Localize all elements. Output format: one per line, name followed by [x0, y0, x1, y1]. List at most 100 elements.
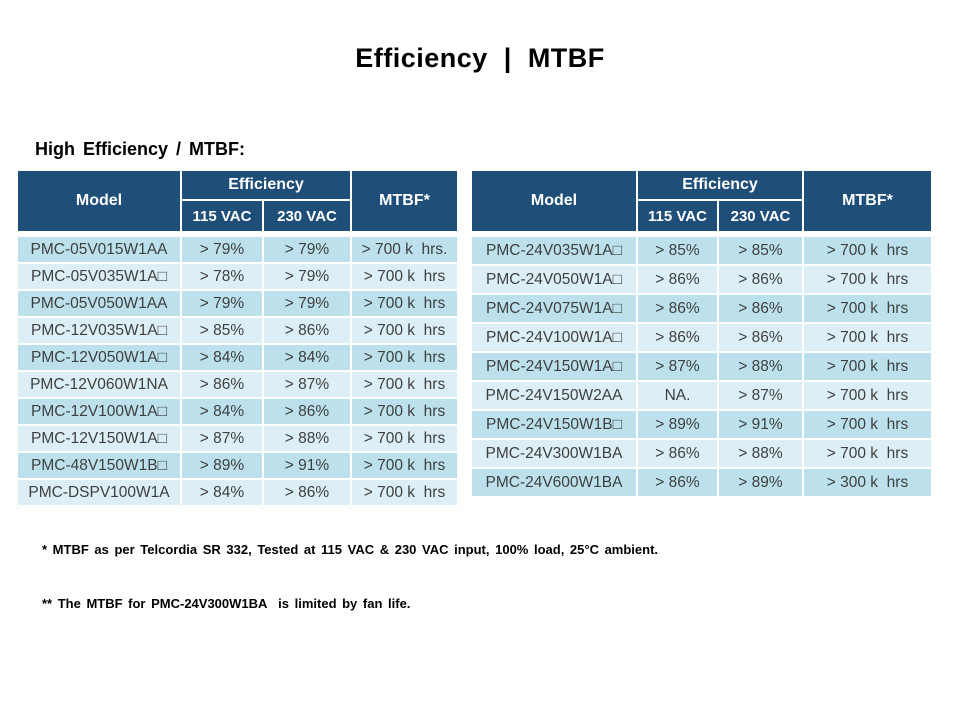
eff-115-cell: > 78%: [182, 264, 262, 289]
model-cell: PMC-12V100W1A□: [18, 399, 180, 424]
table-row: PMC-05V015W1AA > 79% > 79% > 700 k hrs.: [18, 237, 457, 262]
header-row: 115 VAC 230 VAC: [472, 201, 931, 235]
eff-230-cell: > 79%: [264, 264, 350, 289]
mtbf-cell: > 700 k hrs: [804, 382, 931, 409]
eff-230-cell: > 89%: [719, 469, 802, 496]
header-row: Model Efficiency MTBF*: [18, 171, 457, 235]
mtbf-cell: > 700 k hrs: [804, 295, 931, 322]
model-cell: PMC-24V100W1A□: [472, 324, 636, 351]
table-row: PMC-12V150W1A□ > 87% > 88% > 700 k hrs: [18, 426, 457, 451]
model-cell: PMC-12V050W1A□: [18, 345, 180, 370]
model-cell: PMC-DSPV100W1A: [18, 480, 180, 505]
230vac-header: 230 VAC: [264, 201, 350, 235]
header-row: 115 VAC 230 VAC: [18, 201, 457, 235]
model-cell: PMC-24V050W1A□: [472, 266, 636, 293]
eff-115-cell: > 84%: [182, 399, 262, 424]
mtbf-cell: > 700 k hrs: [352, 372, 457, 397]
eff-115-cell: > 89%: [638, 411, 717, 438]
eff-115-cell: > 85%: [182, 318, 262, 343]
model-cell: PMC-24V075W1A□: [472, 295, 636, 322]
eff-115-cell: > 85%: [638, 237, 717, 264]
eff-115-cell: > 86%: [638, 324, 717, 351]
eff-230-cell: > 91%: [264, 453, 350, 478]
efficiency-header: Efficiency: [638, 171, 802, 199]
table-row: PMC-24V150W2AA NA. > 87% > 700 k hrs: [472, 382, 931, 409]
eff-115-cell: NA.: [638, 382, 717, 409]
230vac-header: 230 VAC: [719, 201, 802, 235]
mtbf-cell: > 700 k hrs: [804, 324, 931, 351]
mtbf-cell: > 700 k hrs: [804, 411, 931, 438]
eff-230-cell: > 91%: [719, 411, 802, 438]
mtbf-cell: > 700 k hrs: [352, 291, 457, 316]
table-row: PMC-24V050W1A□ > 86% > 86% > 700 k hrs: [472, 266, 931, 293]
model-cell: PMC-12V060W1NA: [18, 372, 180, 397]
footnote-line: ** The MTBF for PMC-24V300W1BA is limite…: [42, 596, 411, 611]
mtbf-cell: > 700 k hrs: [804, 440, 931, 467]
model-cell: PMC-48V150W1B□: [18, 453, 180, 478]
eff-230-cell: > 88%: [719, 440, 802, 467]
model-cell: PMC-24V150W1A□: [472, 353, 636, 380]
table-row: PMC-12V035W1A□ > 85% > 86% > 700 k hrs: [18, 318, 457, 343]
eff-115-cell: > 84%: [182, 480, 262, 505]
model-cell: PMC-12V035W1A□: [18, 318, 180, 343]
115vac-header: 115 VAC: [182, 201, 262, 235]
table-row: PMC-24V150W1A□ > 87% > 88% > 700 k hrs: [472, 353, 931, 380]
eff-115-cell: > 84%: [182, 345, 262, 370]
mtbf-cell: > 300 k hrs: [804, 469, 931, 496]
eff-230-cell: > 86%: [719, 266, 802, 293]
eff-230-cell: > 86%: [719, 324, 802, 351]
mtbf-header: MTBF*: [352, 171, 457, 235]
mtbf-cell: > 700 k hrs: [804, 266, 931, 293]
eff-230-cell: > 87%: [719, 382, 802, 409]
mtbf-cell: > 700 k hrs: [352, 453, 457, 478]
table-row: PMC-24V100W1A□ > 86% > 86% > 700 k hrs: [472, 324, 931, 351]
model-cell: PMC-24V035W1A□: [472, 237, 636, 264]
table-row: PMC-24V150W1B□ > 89% > 91% > 700 k hrs: [472, 411, 931, 438]
eff-230-cell: > 86%: [264, 399, 350, 424]
eff-115-cell: > 79%: [182, 291, 262, 316]
model-header: Model: [18, 171, 180, 235]
table-row: PMC-24V035W1A□ > 85% > 85% > 700 k hrs: [472, 237, 931, 264]
eff-115-cell: > 87%: [182, 426, 262, 451]
model-cell: PMC-12V150W1A□: [18, 426, 180, 451]
mtbf-cell: > 700 k hrs.: [352, 237, 457, 262]
eff-115-cell: > 87%: [638, 353, 717, 380]
115vac-header: 115 VAC: [638, 201, 717, 235]
eff-230-cell: > 88%: [264, 426, 350, 451]
table-row: PMC-12V050W1A□ > 84% > 84% > 700 k hrs: [18, 345, 457, 370]
eff-230-cell: > 79%: [264, 291, 350, 316]
right-efficiency-table: Model Efficiency MTBF* 115 VAC 230 VAC P…: [470, 169, 933, 498]
eff-230-cell: > 86%: [264, 480, 350, 505]
table-row: PMC-12V100W1A□ > 84% > 86% > 700 k hrs: [18, 399, 457, 424]
header-row: Model Efficiency MTBF*: [472, 171, 931, 235]
table-row: PMC-12V060W1NA > 86% > 87% > 700 k hrs: [18, 372, 457, 397]
footnotes: * MTBF as per Telcordia SR 332, Tested a…: [42, 505, 658, 649]
table-row: PMC-24V300W1BA > 86% > 88% > 700 k hrs: [472, 440, 931, 467]
eff-115-cell: > 86%: [638, 295, 717, 322]
eff-230-cell: > 85%: [719, 237, 802, 264]
efficiency-header: Efficiency: [182, 171, 350, 199]
page-title: Efficiency | MTBF: [355, 43, 605, 73]
model-cell: PMC-24V600W1BA: [472, 469, 636, 496]
table-row: PMC-DSPV100W1A > 84% > 86% > 700 k hrs: [18, 480, 457, 505]
mtbf-cell: > 700 k hrs: [352, 264, 457, 289]
eff-115-cell: > 86%: [638, 469, 717, 496]
footnote-line: * MTBF as per Telcordia SR 332, Tested a…: [42, 542, 659, 557]
mtbf-cell: > 700 k hrs: [804, 353, 931, 380]
mtbf-cell: > 700 k hrs: [352, 318, 457, 343]
model-header: Model: [472, 171, 636, 235]
model-cell: PMC-05V015W1AA: [18, 237, 180, 262]
table-row: PMC-24V600W1BA > 86% > 89% > 300 k hrs: [472, 469, 931, 496]
mtbf-header: MTBF*: [804, 171, 931, 235]
table-row: PMC-24V075W1A□ > 86% > 86% > 700 k hrs: [472, 295, 931, 322]
eff-230-cell: > 86%: [264, 318, 350, 343]
eff-115-cell: > 86%: [182, 372, 262, 397]
mtbf-cell: > 700 k hrs: [804, 237, 931, 264]
eff-230-cell: > 79%: [264, 237, 350, 262]
eff-115-cell: > 86%: [638, 266, 717, 293]
eff-230-cell: > 86%: [719, 295, 802, 322]
mtbf-cell: > 700 k hrs: [352, 399, 457, 424]
table-row: PMC-48V150W1B□ > 89% > 91% > 700 k hrs: [18, 453, 457, 478]
model-cell: PMC-05V050W1AA: [18, 291, 180, 316]
